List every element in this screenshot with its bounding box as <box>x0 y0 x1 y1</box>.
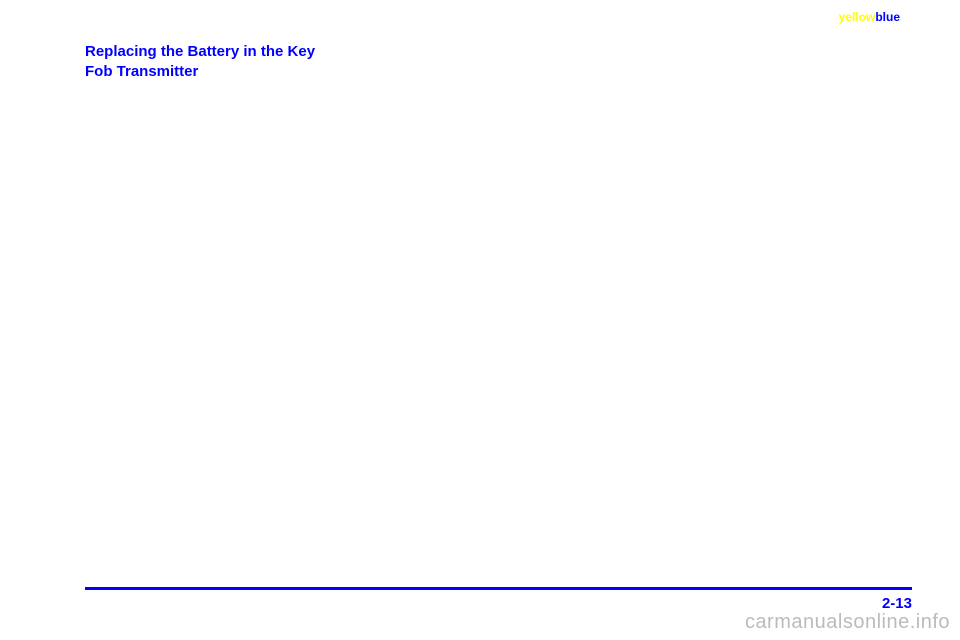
title-line-2: Fob Transmitter <box>85 63 198 80</box>
section-title: Replacing the Battery in the Key Fob Tra… <box>85 42 315 81</box>
header-text: yellowblue <box>839 10 900 24</box>
title-line-1: Replacing the Battery in the Key <box>85 43 315 60</box>
footer-rule <box>85 587 912 590</box>
header-yellow-word: yellow <box>839 10 876 24</box>
header-blue-word: blue <box>875 10 900 24</box>
page-number: 2-13 <box>882 595 912 612</box>
watermark: carmanualsonline.info <box>745 611 950 634</box>
